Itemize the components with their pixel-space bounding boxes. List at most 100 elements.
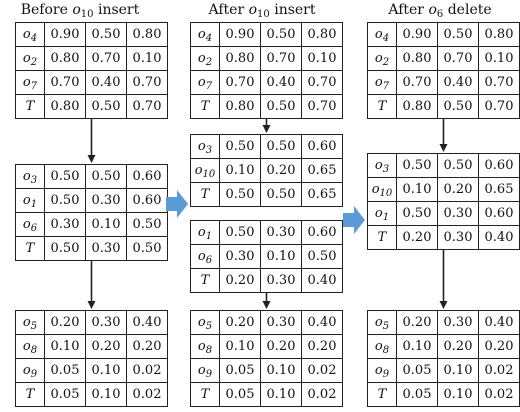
tree-node: o3 0.50 0.50 0.60 o10 0.10 0.20 0.65 o1 0.50 0.30 0… [367, 153, 520, 250]
object-symbol: o [197, 315, 206, 330]
object-symbol: o [22, 75, 31, 90]
node-summary-row: T 0.80 0.50 0.70 [190, 94, 343, 119]
object-row: o1 0.50 0.30 0.60 [15, 188, 168, 213]
object-symbol: o [197, 249, 206, 264]
attribute-value: 0.80 [126, 22, 168, 47]
object-row: o1 0.50 0.30 0.60 [190, 220, 343, 245]
attribute-value: 0.80 [396, 94, 438, 119]
column-title: Before o10 insert [5, 2, 155, 20]
object-label: o10 [367, 177, 397, 202]
object-label: o5 [15, 310, 45, 335]
object-symbol: o [197, 225, 206, 240]
attribute-value: 0.80 [301, 22, 343, 47]
attribute-value: 0.70 [126, 70, 168, 95]
object-symbol: o [374, 75, 383, 90]
attribute-value: 0.10 [126, 46, 168, 71]
object-label: o1 [367, 201, 397, 226]
attribute-value: 0.05 [44, 358, 86, 383]
object-label: o5 [190, 310, 220, 335]
attribute-value: 0.50 [126, 212, 168, 237]
column-title: After o6 delete [365, 2, 515, 20]
object-index: 1 [382, 212, 390, 223]
object-symbol: T [200, 273, 210, 288]
title-object-index: 10 [80, 9, 94, 20]
object-symbol: T [377, 230, 387, 245]
object-row: o9 0.05 0.10 0.02 [15, 358, 168, 383]
object-index: 3 [382, 164, 390, 175]
attribute-value: 0.30 [44, 212, 86, 237]
attribute-value: 0.20 [44, 310, 86, 335]
node-link-arrow [87, 119, 96, 163]
attribute-value: 0.10 [85, 382, 127, 407]
title-object-index: 6 [436, 9, 444, 20]
attribute-value: 0.20 [85, 334, 127, 359]
attribute-value: 0.20 [396, 310, 438, 335]
object-symbol: o [22, 315, 31, 330]
attribute-value: 0.10 [437, 358, 479, 383]
object-row: o3 0.50 0.50 0.60 [15, 164, 168, 189]
object-label: T [190, 94, 220, 119]
attribute-value: 0.70 [478, 94, 520, 119]
attribute-value: 0.80 [478, 22, 520, 47]
attribute-value: 0.02 [126, 358, 168, 383]
attribute-value: 0.30 [85, 310, 127, 335]
attribute-value: 0.50 [260, 22, 302, 47]
attribute-value: 0.30 [219, 244, 261, 269]
attribute-value: 0.40 [478, 310, 520, 335]
attribute-value: 0.20 [260, 334, 302, 359]
object-row: o5 0.20 0.30 0.40 [367, 310, 520, 335]
object-symbol: o [22, 51, 31, 66]
attribute-value: 0.90 [219, 22, 261, 47]
object-index: 8 [30, 345, 38, 356]
object-label: o4 [190, 22, 220, 47]
attribute-value: 0.40 [260, 70, 302, 95]
object-symbol: o [197, 339, 206, 354]
attribute-value: 0.65 [301, 182, 343, 207]
object-symbol: o [374, 339, 383, 354]
title-prefix: Before [20, 2, 68, 18]
object-index: 3 [30, 175, 38, 186]
object-symbol: T [25, 99, 35, 114]
attribute-value: 0.10 [396, 177, 438, 202]
attribute-value: 0.02 [301, 358, 343, 383]
object-index: 4 [205, 33, 213, 44]
attribute-value: 0.50 [396, 153, 438, 178]
object-index: 4 [382, 33, 390, 44]
object-symbol: o [374, 27, 383, 42]
object-symbol: o [22, 363, 31, 378]
object-index: 7 [205, 81, 213, 92]
attribute-value: 0.60 [478, 153, 520, 178]
attribute-value: 0.20 [219, 310, 261, 335]
object-index: 2 [205, 57, 213, 68]
attribute-value: 0.20 [478, 334, 520, 359]
attribute-value: 0.40 [478, 225, 520, 250]
object-index: 1 [30, 199, 38, 210]
object-symbol: T [25, 241, 35, 256]
attribute-value: 0.05 [219, 382, 261, 407]
attribute-value: 0.50 [85, 94, 127, 119]
object-label: T [15, 94, 45, 119]
object-symbol: o [374, 206, 383, 221]
attribute-value: 0.05 [396, 358, 438, 383]
object-index: 5 [382, 321, 390, 332]
object-row: o7 0.70 0.40 0.70 [367, 70, 520, 95]
object-label: T [367, 94, 397, 119]
object-label: o2 [190, 46, 220, 71]
tree-node: o4 0.90 0.50 0.80 o2 0.80 0.70 0.10 o7 0.70 0.40 0.… [367, 22, 520, 119]
attribute-value: 0.50 [437, 22, 479, 47]
attribute-value: 0.10 [44, 334, 86, 359]
object-symbol: o [22, 169, 31, 184]
object-label: o7 [367, 70, 397, 95]
object-row: o9 0.05 0.10 0.02 [190, 358, 343, 383]
attribute-value: 0.50 [437, 94, 479, 119]
object-row: o4 0.90 0.50 0.80 [15, 22, 168, 47]
object-label: o6 [190, 244, 220, 269]
object-label: o8 [15, 334, 45, 359]
attribute-value: 0.02 [478, 382, 520, 407]
object-label: o7 [190, 70, 220, 95]
attribute-value: 0.70 [301, 94, 343, 119]
object-label: o8 [367, 334, 397, 359]
node-link-arrow [439, 119, 448, 152]
object-label: o9 [367, 358, 397, 383]
object-index: 9 [205, 369, 213, 380]
